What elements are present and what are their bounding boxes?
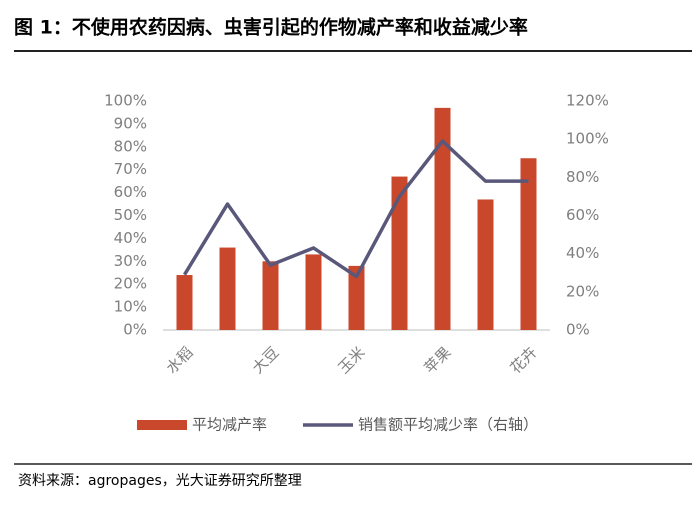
bar xyxy=(176,275,193,330)
legend-label: 销售额平均减少率（右轴） xyxy=(358,416,538,434)
bar xyxy=(262,261,279,330)
y-tick-label: 20% xyxy=(114,275,147,293)
x-tick-label: 苹果 xyxy=(421,343,455,377)
bar xyxy=(477,199,494,330)
y-tick-label: 100% xyxy=(104,92,147,110)
x-tick-label: 大豆 xyxy=(249,343,283,377)
y-tick-label: 80% xyxy=(114,137,147,155)
x-tick-label: 水稻 xyxy=(163,343,197,377)
line xyxy=(183,139,529,279)
bar xyxy=(520,158,537,330)
y-tick-label: 10% xyxy=(114,298,147,316)
bar xyxy=(305,254,322,330)
bar xyxy=(219,247,236,330)
y2-tick-label: 20% xyxy=(566,282,599,300)
y2-tick-label: 0% xyxy=(566,321,590,339)
y-tick-label: 90% xyxy=(114,114,147,132)
legend-swatch xyxy=(137,420,187,430)
y2-tick-label: 120% xyxy=(566,92,609,110)
y2-tick-label: 40% xyxy=(566,244,599,262)
bar xyxy=(348,265,365,330)
bar xyxy=(391,176,408,330)
x-tick-label: 花卉 xyxy=(507,343,541,377)
y-tick-label: 70% xyxy=(114,160,147,178)
x-tick-label: 玉米 xyxy=(335,343,369,377)
y-tick-label: 60% xyxy=(114,183,147,201)
y-tick-label: 50% xyxy=(114,206,147,224)
y-tick-label: 30% xyxy=(114,252,147,270)
y2-tick-label: 100% xyxy=(566,130,609,148)
bar xyxy=(434,107,451,331)
source: 资料来源：agropages，光大证券研究所整理 xyxy=(18,473,302,489)
chart-title: 图 1：不使用农药因病、虫害引起的作物减产率和收益减少率 xyxy=(14,16,528,39)
y-tick-label: 0% xyxy=(123,321,147,339)
y2-tick-label: 60% xyxy=(566,206,599,224)
legend-label: 平均减产率 xyxy=(192,416,267,434)
y2-tick-label: 80% xyxy=(566,168,599,186)
y-tick-label: 40% xyxy=(114,229,147,247)
